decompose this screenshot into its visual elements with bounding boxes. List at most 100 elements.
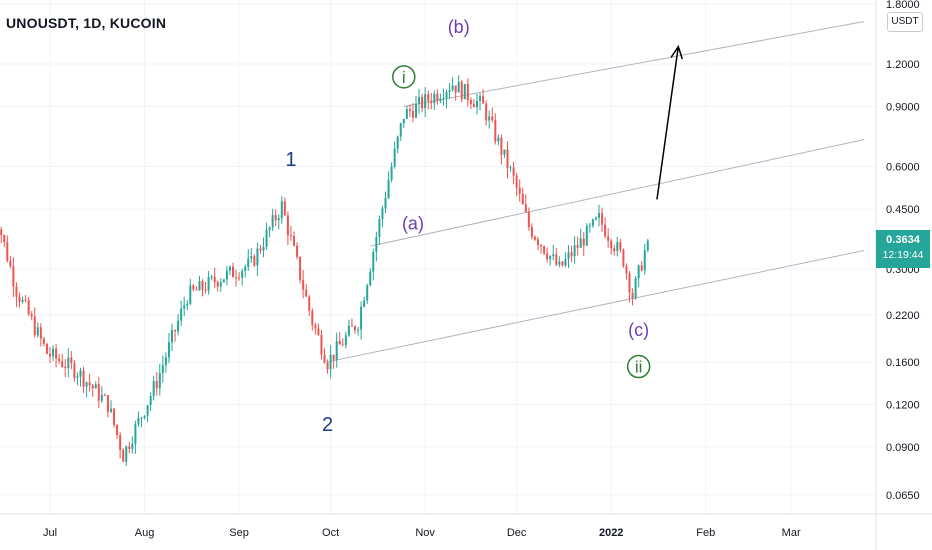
candle <box>350 318 353 327</box>
candle <box>262 237 265 258</box>
time-tick-label: Mar <box>782 527 801 539</box>
candle <box>415 95 417 119</box>
candle <box>289 226 292 241</box>
candle <box>82 366 85 393</box>
wave-label: i <box>402 68 406 87</box>
candle <box>308 294 311 316</box>
candle <box>549 255 552 266</box>
candle <box>613 244 616 256</box>
candle <box>588 222 591 233</box>
candle <box>582 232 585 256</box>
candle <box>253 254 256 267</box>
candle <box>573 236 576 264</box>
candle <box>88 373 91 392</box>
candle <box>317 323 320 336</box>
candle <box>506 141 509 179</box>
candle <box>482 89 485 104</box>
candle <box>640 261 643 272</box>
candle <box>347 319 350 337</box>
candle <box>509 165 512 172</box>
price-tick-label: 0.2200 <box>886 310 920 322</box>
candle <box>381 205 384 228</box>
candle <box>515 172 518 197</box>
candle <box>222 279 225 283</box>
time-tick-label: Oct <box>322 527 339 539</box>
candle <box>225 266 228 286</box>
candle <box>411 103 414 123</box>
price-tick-label: 1.2000 <box>886 59 920 71</box>
candle <box>49 346 51 364</box>
candle <box>210 274 213 281</box>
candle <box>567 245 570 269</box>
candle <box>70 351 73 370</box>
time-axis[interactable]: Jul Aug Sep Oct Nov Dec 2022 Feb Mar <box>0 513 932 539</box>
candle <box>424 87 427 118</box>
candle <box>500 134 503 165</box>
candle <box>113 408 116 428</box>
candle <box>552 244 555 261</box>
candle <box>469 97 472 110</box>
candle <box>177 314 180 336</box>
candle <box>430 92 433 110</box>
wave-label-circle <box>626 354 651 379</box>
candle <box>155 372 158 396</box>
candle <box>558 256 561 268</box>
candle <box>106 394 109 418</box>
candle <box>293 231 295 247</box>
candle <box>125 445 128 467</box>
channel-line <box>403 20 865 108</box>
candle <box>384 191 387 213</box>
candle <box>198 275 201 291</box>
candle <box>631 288 634 306</box>
candle <box>216 280 219 292</box>
arrow-shaft <box>656 46 680 200</box>
currency-badge[interactable]: USDT <box>887 12 923 32</box>
candle <box>375 231 378 262</box>
candle <box>128 441 131 454</box>
price-tick-label: 0.6000 <box>886 161 920 173</box>
candle <box>408 104 411 117</box>
candle <box>372 248 375 281</box>
candle <box>363 296 366 308</box>
candle <box>280 196 283 224</box>
candle <box>274 209 277 227</box>
candle <box>55 344 58 368</box>
candle <box>228 265 231 275</box>
time-tick-label: Aug <box>135 527 155 539</box>
price-tick-label: 0.1200 <box>886 399 920 411</box>
candle <box>396 135 399 154</box>
candle <box>79 367 82 387</box>
candle <box>305 284 308 297</box>
candle <box>85 381 88 398</box>
candle <box>497 134 500 146</box>
price-axis[interactable]: 1.80001.20000.90000.60000.45000.30000.22… <box>875 0 920 550</box>
candle <box>137 411 140 428</box>
candle <box>579 228 582 248</box>
candle <box>555 247 558 267</box>
candle <box>439 93 442 104</box>
candle <box>244 264 247 278</box>
candle <box>323 348 326 364</box>
candle <box>442 88 445 106</box>
candle <box>402 118 405 129</box>
time-tick-label: Dec <box>507 527 527 539</box>
candle <box>570 245 573 263</box>
candle <box>201 279 204 297</box>
time-tick-label: Sep <box>229 527 249 539</box>
candle <box>286 211 289 246</box>
candle <box>454 85 457 101</box>
symbol-title: UNOUSDT, 1D, KUCOIN <box>6 15 167 31</box>
candle <box>466 78 469 107</box>
candle <box>0 226 3 244</box>
candle <box>232 262 234 278</box>
price-tick-label: 0.0900 <box>886 442 920 454</box>
candle <box>445 89 448 109</box>
candle <box>533 235 536 242</box>
candle <box>436 89 439 105</box>
candle <box>485 100 488 126</box>
candle <box>564 252 567 268</box>
candle <box>97 377 100 409</box>
candle <box>45 342 48 355</box>
candle <box>314 322 317 335</box>
